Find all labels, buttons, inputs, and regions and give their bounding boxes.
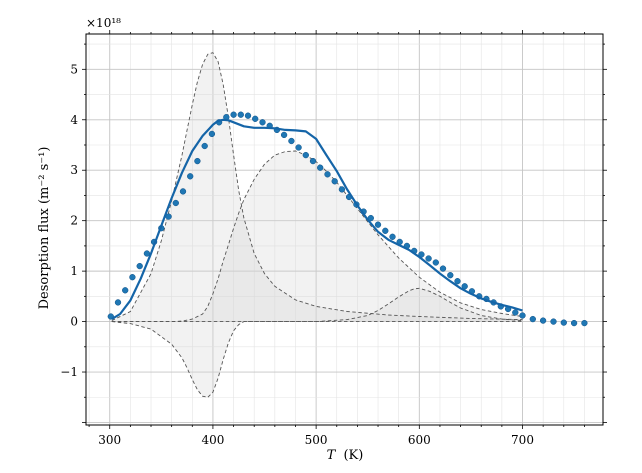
data-point: [382, 227, 389, 234]
data-point: [230, 111, 237, 118]
data-point: [295, 144, 302, 151]
data-point: [529, 315, 536, 323]
data-point: [252, 115, 259, 122]
x-tick-label: 400: [201, 433, 224, 447]
data-point: [324, 171, 331, 178]
data-point: [309, 157, 317, 165]
data-point: [237, 111, 244, 118]
x-tick-label: 500: [305, 433, 328, 447]
data-point: [129, 274, 136, 281]
x-tick-label: 600: [408, 433, 431, 447]
data-point: [439, 265, 447, 272]
data-point: [136, 262, 143, 270]
data-point: [454, 278, 461, 285]
data-point: [389, 233, 396, 240]
y-tick-label: 0: [70, 315, 78, 329]
y-tick-label: 2: [70, 214, 78, 228]
data-point: [461, 283, 468, 290]
y-tick-label: 1: [70, 264, 78, 278]
y-tick-label: 5: [70, 62, 78, 76]
data-point: [179, 188, 187, 195]
model-line: [111, 118, 523, 321]
data-point: [259, 119, 266, 126]
data-point: [331, 178, 338, 185]
data-point: [447, 272, 454, 279]
plot-frame: [85, 33, 604, 426]
data-point: [288, 137, 295, 145]
data-point: [302, 151, 309, 159]
component-fill: [111, 321, 523, 398]
component-curve: [111, 52, 523, 322]
x-tick-label: 700: [511, 433, 534, 447]
component-fill: [111, 288, 523, 322]
component-fill: [111, 52, 523, 322]
data-point: [201, 142, 208, 150]
component-fill: [111, 151, 523, 322]
data-point: [425, 255, 432, 262]
data-point: [280, 131, 288, 139]
data-point: [187, 173, 194, 180]
component-curves: [111, 52, 523, 398]
data-point: [539, 317, 547, 324]
data-point: [194, 157, 201, 165]
x-tick-label: 300: [98, 433, 121, 447]
data-point: [550, 318, 557, 325]
data-point: [143, 250, 151, 257]
data-point: [570, 319, 578, 327]
data-point: [519, 312, 526, 319]
data-point: [122, 287, 129, 294]
data-point: [172, 199, 179, 207]
component-fills: [111, 52, 523, 398]
data-point: [581, 319, 588, 327]
x-axis-title: T (K): [327, 448, 364, 463]
data-point: [432, 259, 439, 266]
data-point: [114, 299, 122, 306]
data-point: [338, 186, 346, 193]
y-tick-label: 4: [70, 113, 78, 127]
component-curve: [111, 150, 523, 323]
data-point: [367, 214, 374, 222]
data-point: [208, 130, 216, 138]
x-axis-unit: (K): [343, 448, 363, 463]
x-axis-variable: T: [327, 448, 337, 463]
y-axis-title: Desorption flux (m⁻² s⁻¹): [37, 147, 52, 310]
data-point: [560, 319, 567, 326]
component-curve: [111, 321, 523, 398]
y-multiplier: ×10¹⁸: [86, 16, 121, 30]
data-point: [317, 164, 324, 171]
model-curve: [111, 118, 523, 321]
data-point: [374, 221, 382, 228]
grid: [86, 34, 603, 425]
data-point: [512, 309, 519, 316]
y-tick-label: 3: [70, 163, 78, 177]
y-tick-label: −1: [60, 365, 78, 379]
axis-ticks: 300 400 500 600 700 −1 0 1 2 3 4 5: [60, 30, 607, 447]
component-curve: [111, 287, 523, 323]
data-point: [244, 112, 252, 119]
